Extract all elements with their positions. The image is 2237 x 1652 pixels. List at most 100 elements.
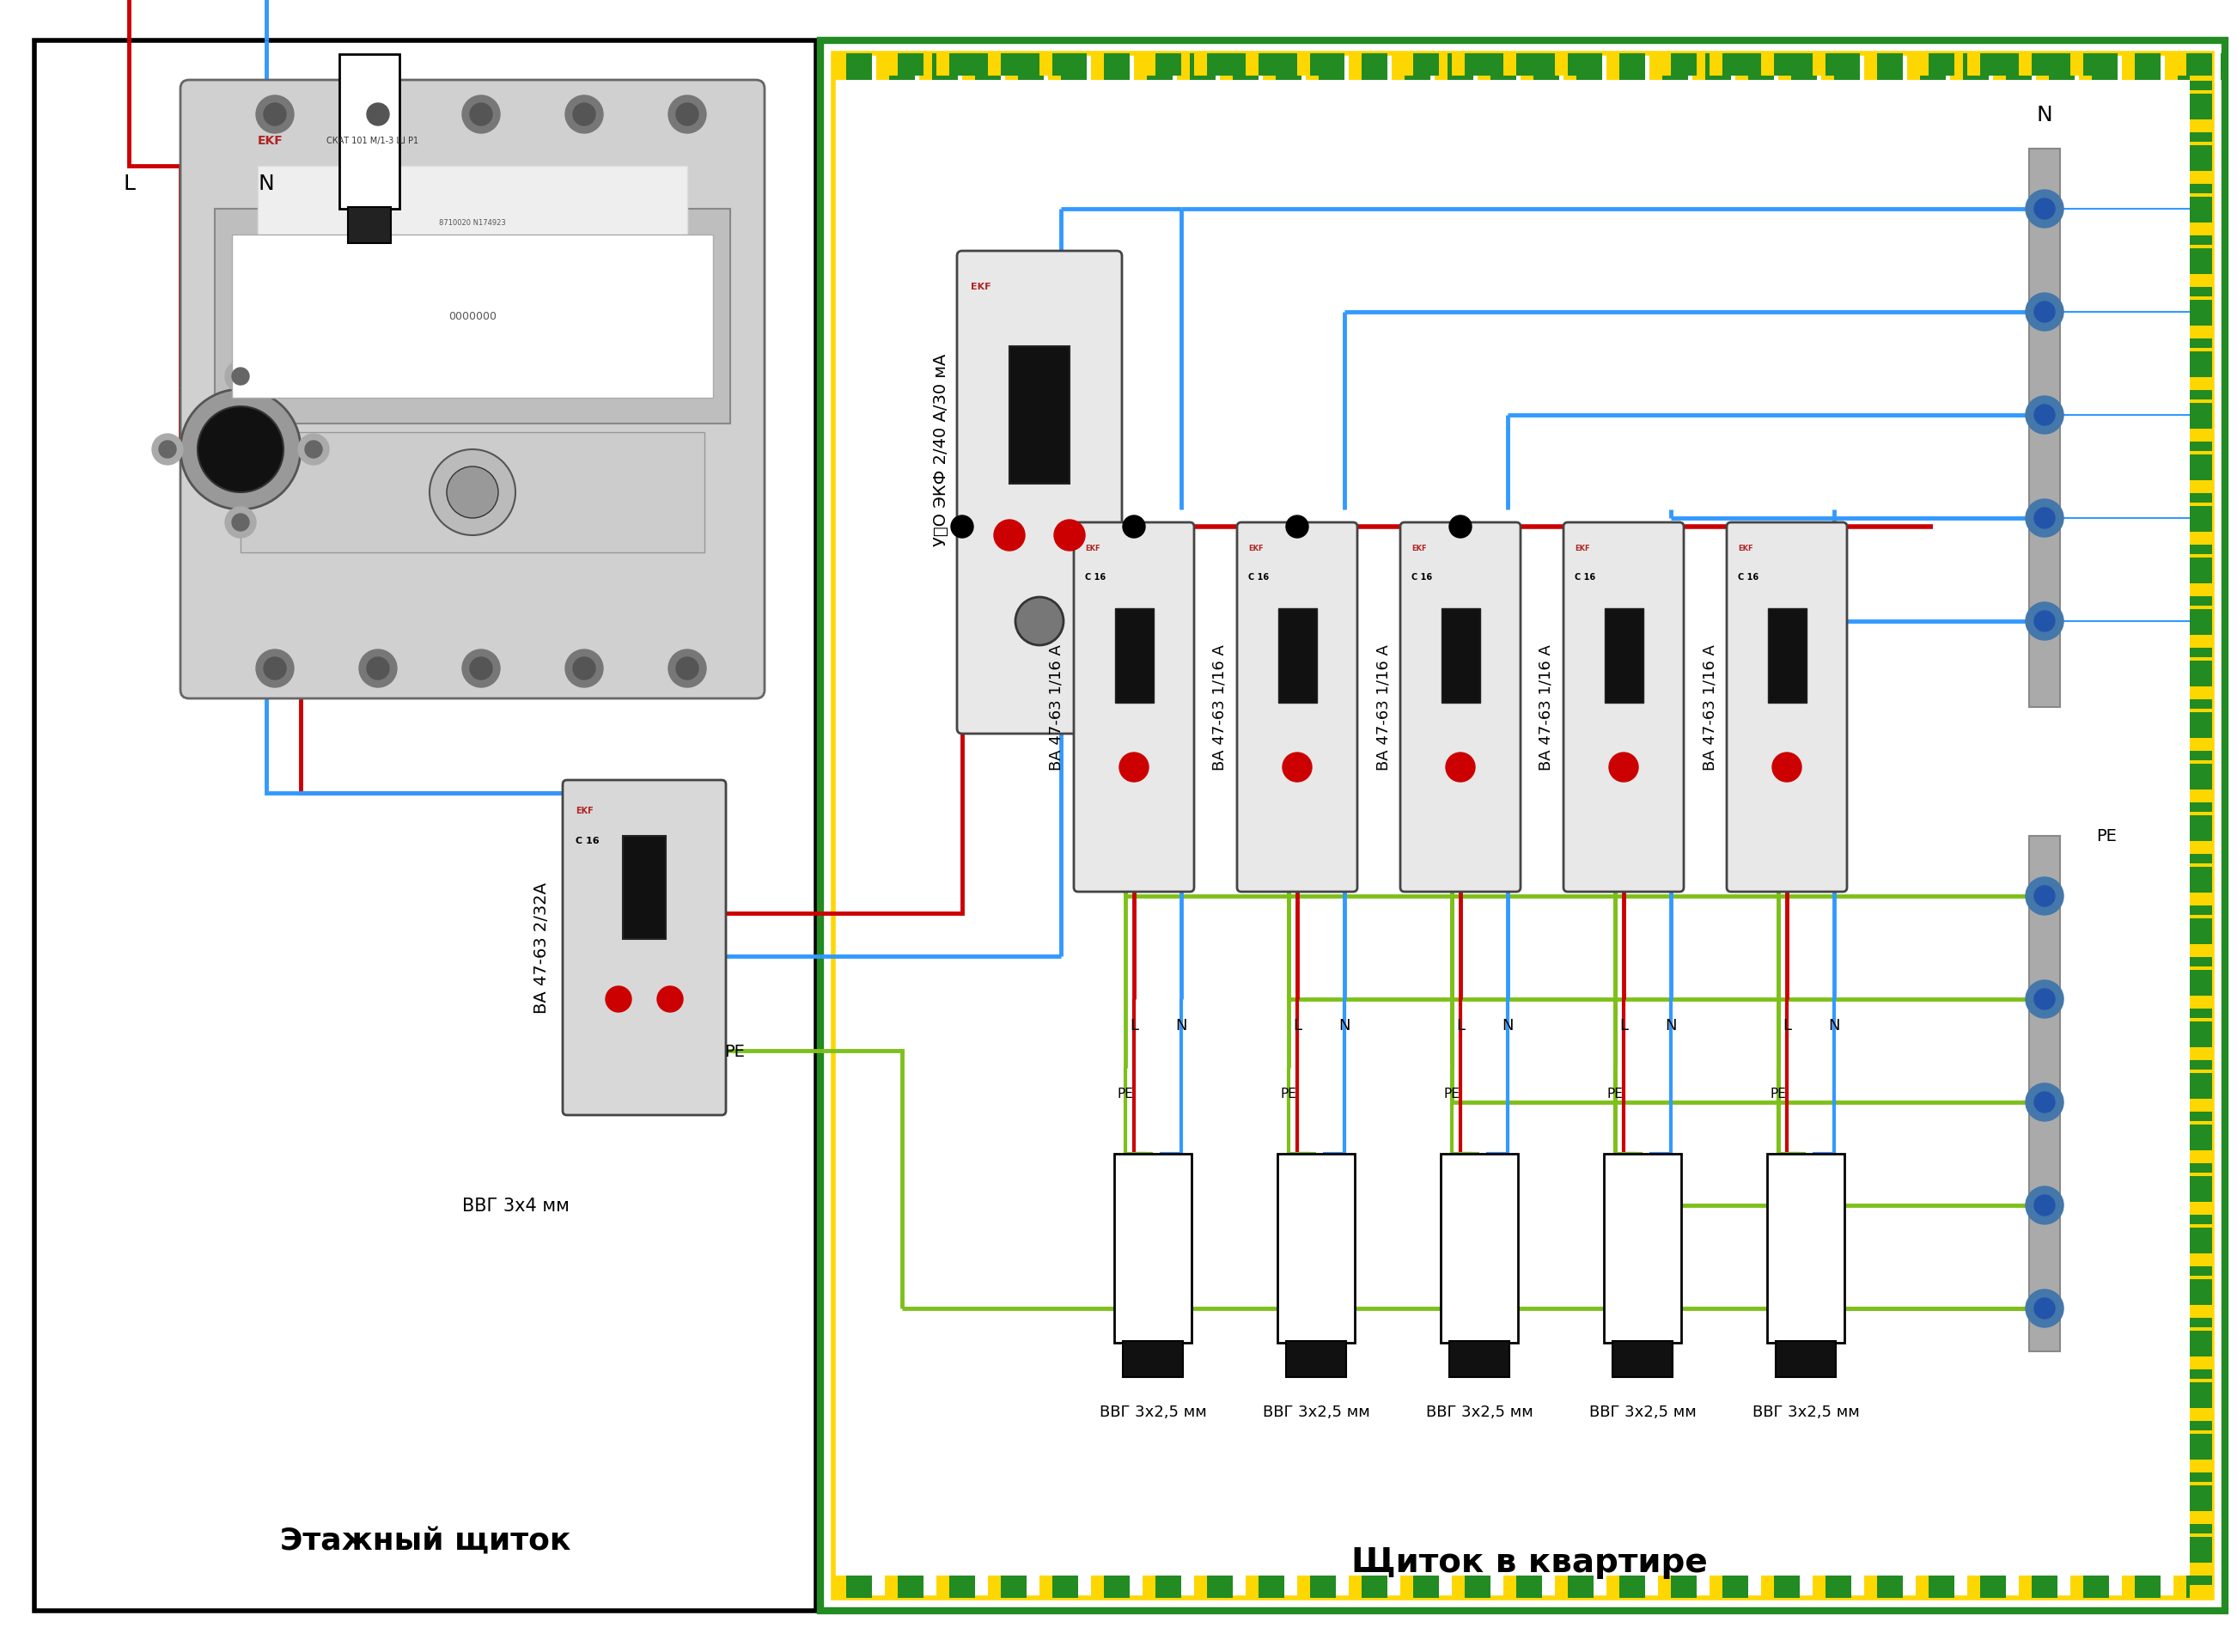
Bar bbox=[1834, 55, 1859, 81]
Bar bbox=[2190, 1108, 2212, 1135]
Bar bbox=[2190, 198, 2212, 223]
Bar bbox=[2190, 117, 2212, 142]
Bar bbox=[2190, 1095, 2212, 1122]
Bar bbox=[2190, 263, 2212, 287]
Bar bbox=[1812, 1576, 1839, 1597]
Text: N: N bbox=[1664, 1018, 1678, 1032]
Bar bbox=[2036, 55, 2063, 81]
Bar bbox=[1004, 55, 1031, 81]
Bar bbox=[2174, 55, 2199, 76]
Bar bbox=[1915, 1576, 1942, 1597]
Bar bbox=[2165, 55, 2190, 81]
Bar bbox=[1297, 55, 1322, 76]
Text: EKF: EKF bbox=[1248, 545, 1264, 552]
Text: Этажный щиток: Этажный щиток bbox=[280, 1526, 570, 1555]
Bar bbox=[1671, 1576, 1696, 1597]
Bar bbox=[2190, 919, 2212, 945]
Bar bbox=[1774, 1576, 1801, 1597]
Bar bbox=[1503, 55, 1530, 76]
Bar bbox=[1190, 55, 1215, 81]
Bar bbox=[1821, 55, 1848, 81]
Bar bbox=[1517, 55, 1541, 76]
Bar bbox=[1114, 1155, 1192, 1343]
Text: PE: PE bbox=[1116, 1087, 1134, 1100]
Bar bbox=[1040, 1576, 1065, 1597]
Bar bbox=[1863, 1576, 1890, 1597]
Bar bbox=[1318, 55, 1344, 81]
Bar bbox=[1761, 1576, 1787, 1597]
Bar bbox=[2190, 1160, 2212, 1186]
Text: L: L bbox=[1783, 1018, 1792, 1032]
FancyBboxPatch shape bbox=[181, 81, 765, 699]
Text: ВА 47-63 1/16 А: ВА 47-63 1/16 А bbox=[1702, 644, 1718, 770]
Bar bbox=[2190, 1520, 2212, 1546]
Bar bbox=[2190, 816, 2212, 841]
Bar bbox=[2190, 1447, 2212, 1472]
Text: N: N bbox=[1338, 1018, 1351, 1032]
Bar bbox=[2190, 1176, 2212, 1203]
Circle shape bbox=[367, 657, 389, 681]
Circle shape bbox=[2027, 1290, 2063, 1328]
Bar bbox=[2190, 271, 2212, 297]
Bar bbox=[1040, 55, 1065, 76]
Bar bbox=[349, 208, 391, 244]
Bar bbox=[1877, 55, 1904, 81]
Bar bbox=[2029, 836, 2060, 1351]
Bar bbox=[846, 1576, 872, 1597]
Text: L: L bbox=[1130, 1018, 1139, 1032]
Bar bbox=[2190, 633, 2212, 657]
Bar bbox=[897, 55, 924, 76]
Bar bbox=[2190, 335, 2212, 362]
Bar bbox=[2190, 1199, 2212, 1224]
Bar bbox=[2190, 182, 2212, 206]
Bar bbox=[1051, 1576, 1078, 1597]
Bar bbox=[2190, 1353, 2212, 1379]
Bar bbox=[2190, 1189, 2212, 1214]
Bar bbox=[1649, 55, 1676, 81]
Bar bbox=[2190, 765, 2212, 790]
Bar bbox=[2018, 1576, 2045, 1597]
Circle shape bbox=[566, 96, 604, 134]
Text: EKF: EKF bbox=[1575, 545, 1591, 552]
Circle shape bbox=[463, 649, 501, 687]
Bar bbox=[1434, 55, 1461, 81]
Bar bbox=[2190, 1241, 2212, 1267]
Bar bbox=[2190, 76, 2212, 91]
Bar bbox=[1863, 55, 1890, 76]
Bar bbox=[622, 836, 667, 940]
Bar bbox=[2190, 623, 2212, 648]
Text: C 16: C 16 bbox=[1412, 573, 1432, 582]
Bar bbox=[2190, 942, 2212, 966]
Circle shape bbox=[470, 104, 492, 126]
FancyBboxPatch shape bbox=[564, 780, 727, 1115]
Text: СКАТ 101 М/1-3 Ш Р1: СКАТ 101 М/1-3 Ш Р1 bbox=[327, 137, 418, 145]
Bar bbox=[1606, 55, 1633, 76]
Circle shape bbox=[2027, 396, 2063, 434]
Bar bbox=[1259, 1576, 1284, 1597]
Bar bbox=[1662, 55, 1689, 81]
Bar bbox=[1311, 55, 1335, 76]
Circle shape bbox=[1445, 753, 1474, 781]
Text: N: N bbox=[2036, 104, 2054, 126]
Bar bbox=[2029, 149, 2060, 707]
Bar bbox=[1993, 55, 2018, 81]
Text: L: L bbox=[1620, 1018, 1629, 1032]
Bar bbox=[2221, 55, 2226, 81]
Bar bbox=[1825, 55, 1852, 76]
Circle shape bbox=[606, 986, 631, 1013]
Bar bbox=[2190, 1074, 2212, 1099]
Bar bbox=[919, 55, 944, 81]
Bar bbox=[989, 55, 1013, 76]
Bar bbox=[1620, 55, 1644, 76]
Bar bbox=[1479, 55, 1503, 81]
Circle shape bbox=[2033, 509, 2056, 529]
Bar bbox=[1568, 1576, 1593, 1597]
Bar bbox=[1195, 1576, 1219, 1597]
Bar bbox=[1908, 55, 1933, 81]
Circle shape bbox=[298, 434, 329, 466]
Bar bbox=[1613, 1341, 1673, 1378]
Text: N: N bbox=[257, 173, 275, 193]
Bar bbox=[2190, 387, 2212, 413]
Text: PE: PE bbox=[725, 1042, 745, 1059]
Bar bbox=[2190, 1315, 2212, 1340]
